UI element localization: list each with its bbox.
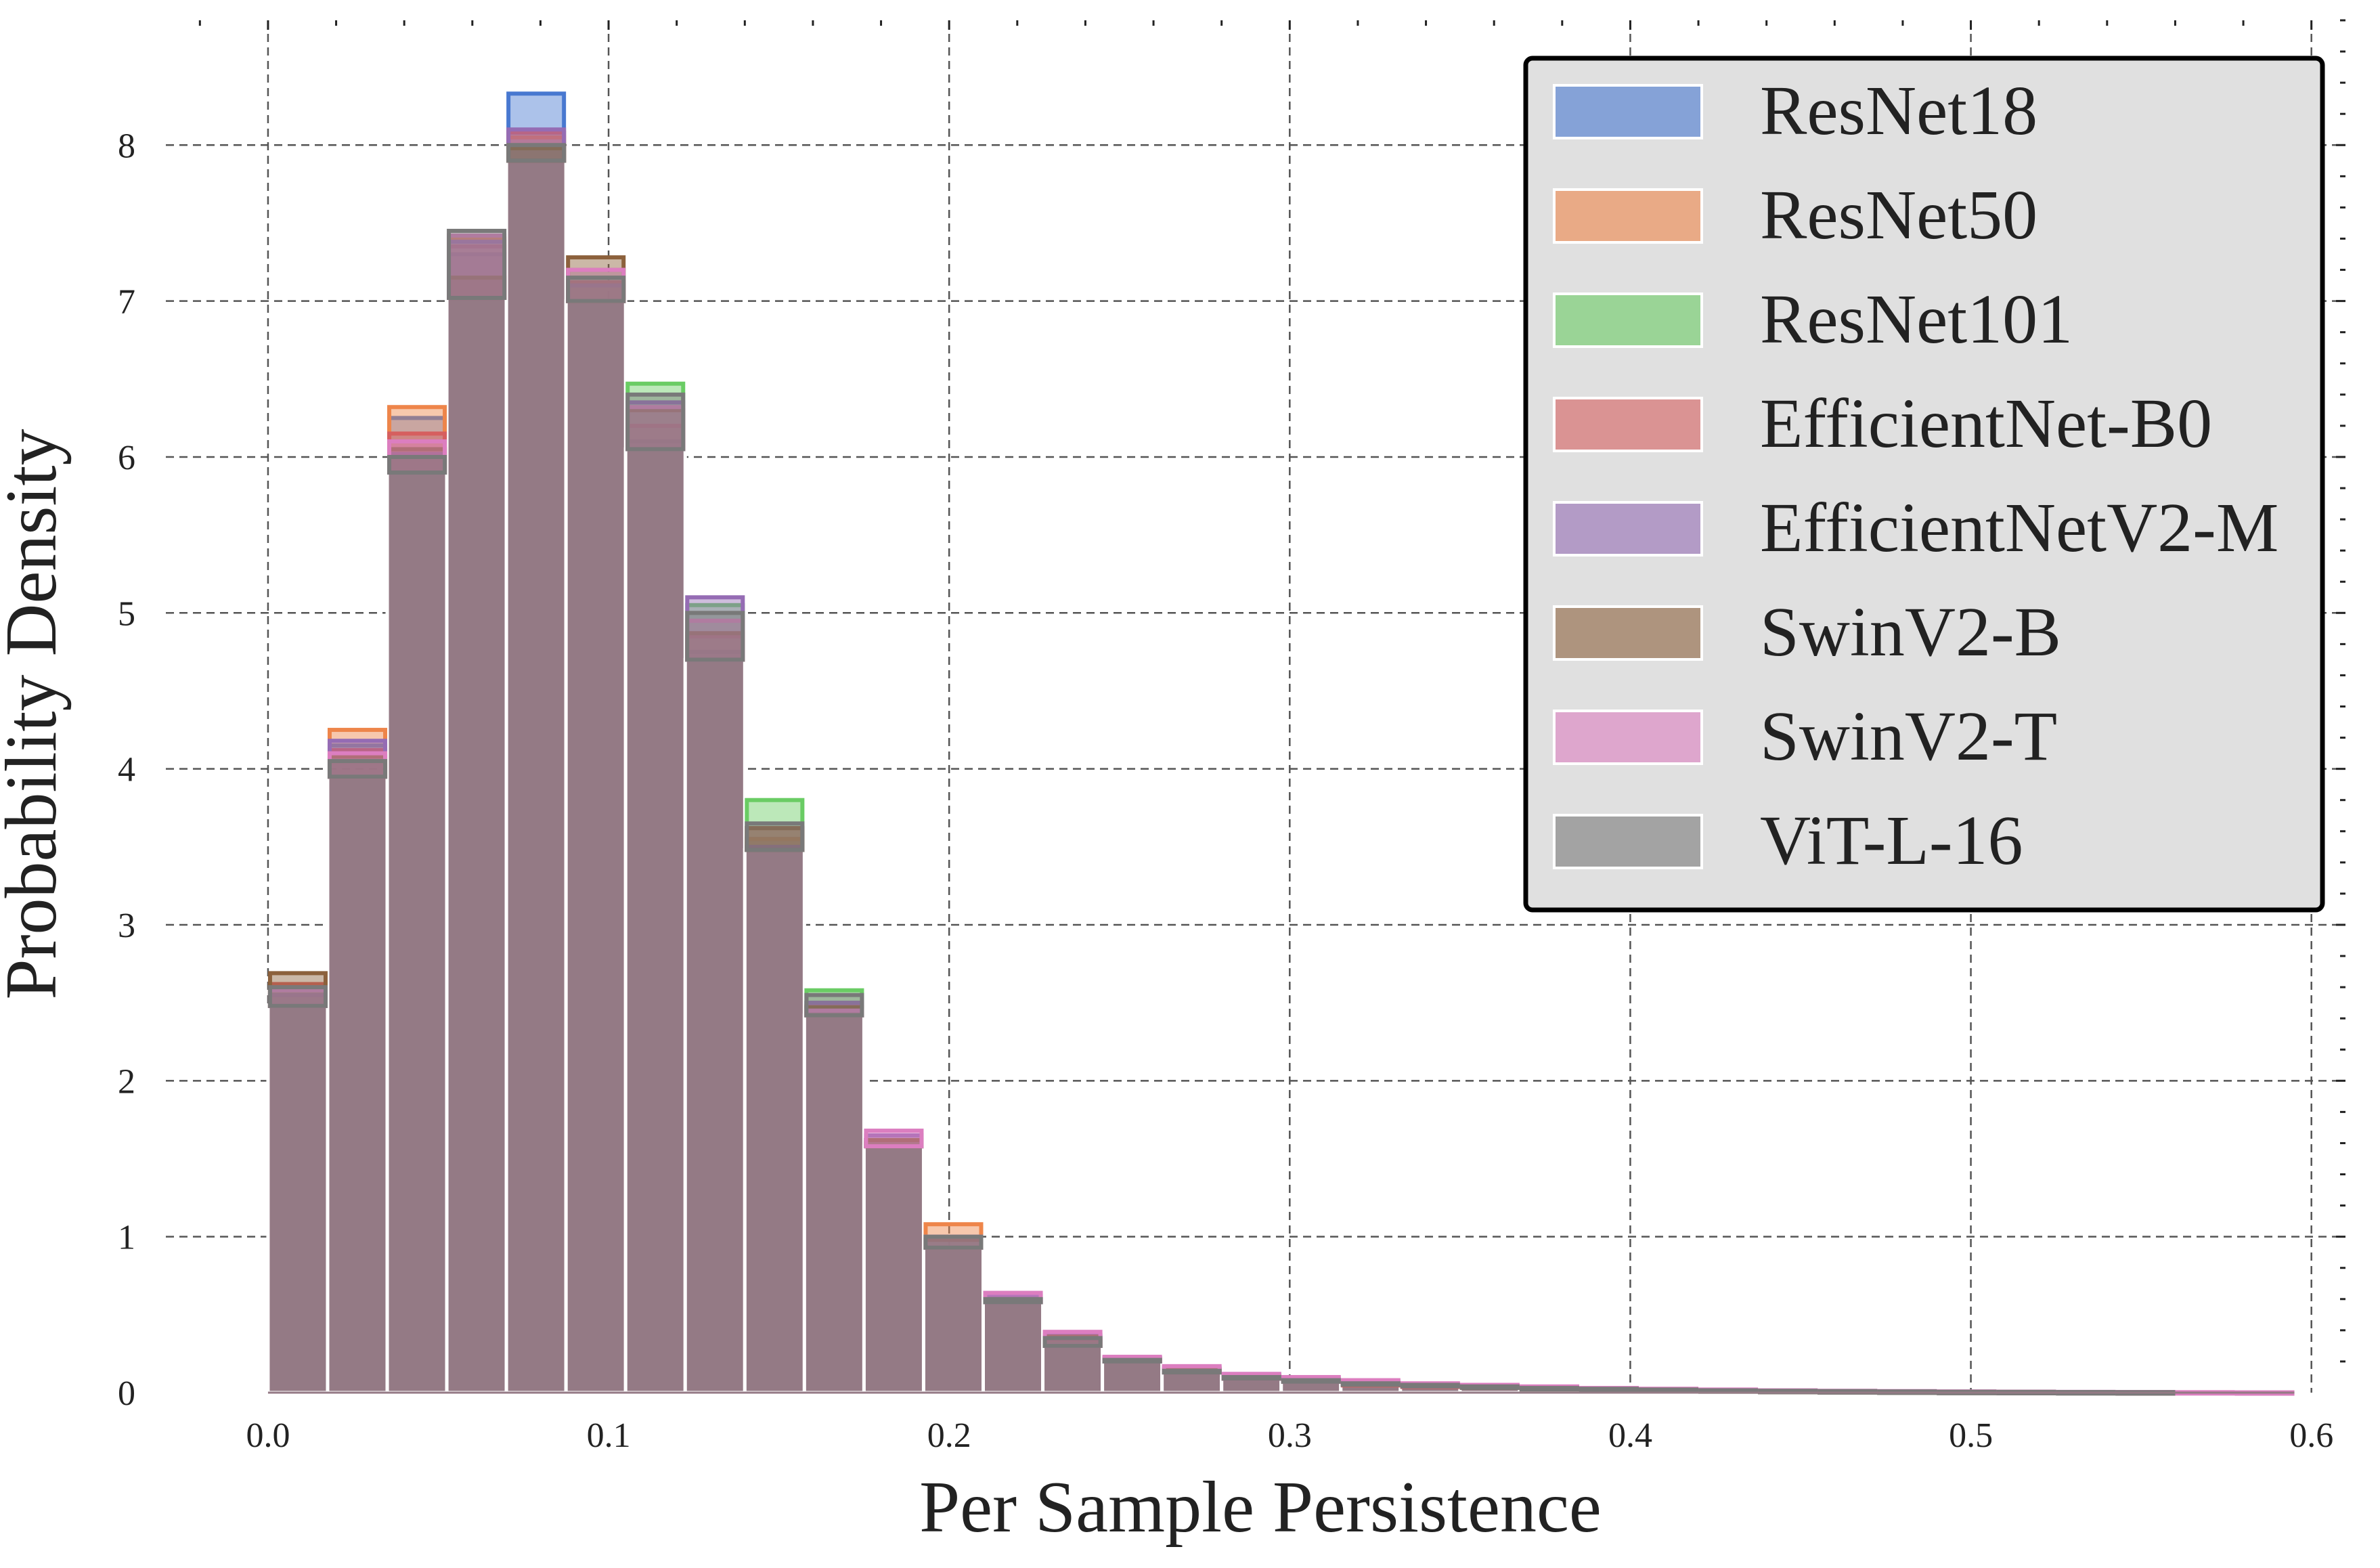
bar-overlap-bin-10 xyxy=(862,1144,925,1395)
bar-overlap-bin-1 xyxy=(326,775,389,1395)
legend-label-swinv2-b: SwinV2-B xyxy=(1760,593,2061,671)
legend-label-swinv2-t: SwinV2-T xyxy=(1760,697,2057,775)
bar-vit-l-16-bin-19 xyxy=(1400,1382,1460,1389)
bar-swinv2-t-bin-3 xyxy=(447,233,507,301)
x-tick-label: 0.4 xyxy=(1608,1416,1652,1455)
y-tick-label: 3 xyxy=(118,907,135,945)
bar-overlap-bin-6 xyxy=(623,447,687,1395)
bar-overlap-bin-13 xyxy=(1041,1344,1105,1395)
bar-vit-l-16-bin-2 xyxy=(387,454,447,475)
bar-overlap-bin-11 xyxy=(921,1246,985,1395)
bar-overlap-bin-5 xyxy=(564,299,627,1395)
bar-vit-l-16-bin-13 xyxy=(1042,1336,1103,1348)
bar-overlap-bin-3 xyxy=(445,296,508,1395)
legend-label-resnet101: ResNet101 xyxy=(1760,280,2073,358)
bar-vit-l-16-bin-6 xyxy=(625,392,686,452)
bar-overlap-bin-0 xyxy=(266,1004,330,1395)
y-axis-title: Probability Density xyxy=(0,429,72,1000)
legend-swatch-vit-l-16 xyxy=(1553,814,1703,869)
bar-vit-l-16-bin-1 xyxy=(327,759,388,779)
bar-overlap-bin-2 xyxy=(385,471,449,1395)
x-axis-tick-labels: 0.0 0.1 0.2 0.3 0.4 0.5 0.6 xyxy=(246,1416,2333,1455)
bar-vit-l-16-bin-5 xyxy=(566,276,626,303)
bar-vit-l-16-bin-17 xyxy=(1281,1378,1341,1384)
legend-items: ResNet18 ResNet50 ResNet101 EfficientNet-B0… xyxy=(1553,72,2278,879)
y-tick-label: 6 xyxy=(118,439,135,477)
legend-label-efficientnetv2-m: EfficientNetV2-M xyxy=(1760,489,2278,567)
bar-vit-l-16-bin-4 xyxy=(506,143,567,163)
legend-swatch-efficientnet-b0 xyxy=(1553,397,1703,452)
bar-vit-l-16-bin-7 xyxy=(685,611,745,662)
legend-swatch-swinv2-t xyxy=(1553,710,1703,765)
bar-overlap-bin-9 xyxy=(802,1014,866,1395)
bar-vit-l-16-bin-8 xyxy=(745,821,805,852)
histogram-bars xyxy=(266,91,2297,1396)
bar-vit-l-16-bin-11 xyxy=(923,1234,984,1250)
y-tick-label: 5 xyxy=(118,594,135,633)
y-tick-label: 1 xyxy=(118,1219,135,1257)
minor-ticks xyxy=(198,19,2345,1363)
y-axis-tick-labels: 0 1 2 3 4 5 6 7 8 xyxy=(118,127,135,1413)
bar-vit-l-16-bin-24 xyxy=(1698,1388,1759,1394)
bar-overlap-bin-4 xyxy=(504,158,568,1395)
x-tick-label: 0.5 xyxy=(1949,1416,1993,1455)
bar-vit-l-16-bin-14 xyxy=(1102,1357,1162,1364)
bar-vit-l-16-bin-12 xyxy=(983,1297,1043,1305)
legend: ResNet18 ResNet50 ResNet101 EfficientNet-B0… xyxy=(1523,56,2325,913)
legend-label-resnet18: ResNet18 xyxy=(1760,72,2037,150)
x-tick-label: 0.0 xyxy=(246,1416,290,1455)
y-tick-label: 2 xyxy=(118,1062,135,1101)
legend-swatch-resnet101 xyxy=(1553,292,1703,348)
x-tick-label: 0.1 xyxy=(587,1416,631,1455)
bar-vit-l-16-bin-16 xyxy=(1221,1374,1281,1381)
bar-swinv2-t-bin-10 xyxy=(864,1129,924,1149)
legend-label-efficientnet-b0: EfficientNet-B0 xyxy=(1760,385,2212,462)
legend-swatch-resnet18 xyxy=(1553,84,1703,139)
y-tick-label: 0 xyxy=(118,1374,135,1413)
bar-vit-l-16-bin-9 xyxy=(804,993,864,1018)
bar-overlap-bin-14 xyxy=(1101,1359,1164,1395)
legend-label-vit-l-16: ViT-L-16 xyxy=(1760,802,2023,879)
legend-frame xyxy=(1523,56,2325,913)
legend-swatch-resnet50 xyxy=(1553,188,1703,244)
x-tick-label: 0.3 xyxy=(1268,1416,1312,1455)
bar-overlap-bin-7 xyxy=(683,657,747,1395)
legend-swatch-swinv2-b xyxy=(1553,605,1703,661)
bar-vit-l-16-bin-21 xyxy=(1519,1386,1579,1392)
bar-overlap-bin-16 xyxy=(1220,1376,1283,1395)
bar-vit-l-16-bin-22 xyxy=(1579,1387,1639,1393)
bar-vit-l-16-bin-18 xyxy=(1340,1381,1401,1387)
bar-vit-l-16-bin-20 xyxy=(1459,1384,1520,1390)
x-tick-label: 0.6 xyxy=(2289,1416,2333,1455)
y-tick-label: 8 xyxy=(118,127,135,165)
bar-vit-l-16-bin-15 xyxy=(1162,1368,1222,1375)
bar-overlap-bin-8 xyxy=(743,848,806,1395)
bar-overlap-bin-15 xyxy=(1160,1370,1224,1395)
bar-vit-l-16-bin-0 xyxy=(267,985,328,1008)
legend-swatch-efficientnetv2-m xyxy=(1553,501,1703,557)
legend-label-resnet50: ResNet50 xyxy=(1760,176,2037,254)
x-tick-label: 0.2 xyxy=(927,1416,971,1455)
bar-vit-l-16-bin-23 xyxy=(1639,1387,1699,1393)
bar-vit-l-16-bin-3 xyxy=(447,228,507,301)
bar-overlap-bin-12 xyxy=(982,1300,1045,1395)
y-tick-label: 4 xyxy=(118,751,135,789)
y-tick-label: 7 xyxy=(118,283,135,322)
x-axis-title: Per Sample Persistence xyxy=(919,1467,1602,1548)
